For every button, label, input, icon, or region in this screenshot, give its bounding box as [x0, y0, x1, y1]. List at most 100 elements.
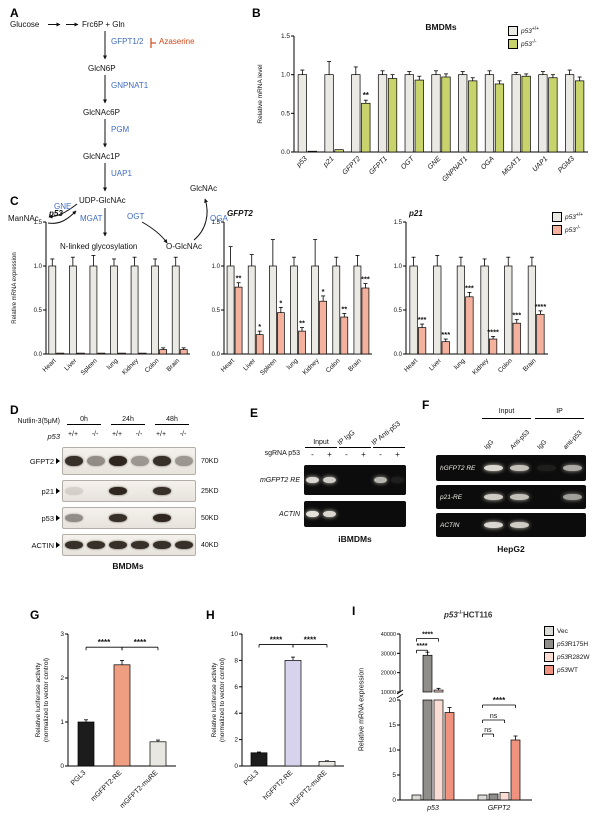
svg-text:**: ** — [299, 319, 305, 328]
svg-text:**: ** — [236, 274, 242, 283]
svg-text:ns: ns — [490, 713, 498, 720]
svg-text:****: **** — [417, 643, 428, 650]
svg-text:0.5: 0.5 — [212, 308, 221, 314]
legend-item-p53wt: p53WT — [544, 665, 590, 675]
group-ip-igg: IP IgG — [337, 418, 371, 448]
genotype-row: +/+ -/- +/+ -/- +/+ -/- — [67, 431, 187, 438]
svg-text:0.0: 0.0 — [281, 149, 290, 156]
svg-text:BMDMs: BMDMs — [425, 22, 456, 32]
node-glcnac1p: GlcNAc1P — [83, 152, 120, 161]
svg-text:MGAT1: MGAT1 — [501, 155, 523, 177]
svg-text:lung: lung — [106, 357, 120, 371]
svg-text:p53: p53 — [48, 209, 63, 218]
pathway-arrows — [47, 22, 209, 244]
group-ip: IP — [535, 408, 584, 419]
chart-hct116-upper: 10000 20000 30000 40000 **** **** — [381, 632, 444, 699]
gel-lanes — [480, 513, 586, 537]
svg-text:hGFPT2-RE: hGFPT2-RE — [262, 769, 294, 801]
sgrna-row: - + - + - + — [311, 450, 400, 459]
svg-text:Liver: Liver — [242, 357, 258, 373]
svg-text:GFPT2: GFPT2 — [488, 805, 511, 812]
svg-text:Relative luciferase activity: Relative luciferase activity — [35, 662, 42, 738]
gel-actin: ACTIN — [436, 513, 586, 537]
svg-text:2: 2 — [60, 675, 64, 682]
gel-label-actin: ACTIN — [440, 521, 460, 529]
cell-type-label-hepg2: HepG2 — [497, 544, 525, 554]
svg-text:20000: 20000 — [381, 671, 396, 677]
treatment-label: Nutlin-3(5μM) — [17, 418, 60, 425]
svg-text:****: **** — [304, 636, 317, 645]
gel-actin — [304, 501, 406, 527]
panel-d-westernblot: Nutlin-3(5μM) 0h 24h 48h p53 +/+ -/- +/+ -/- +… — [10, 416, 246, 571]
enzyme-oga: OGA — [210, 214, 228, 223]
marker-40kd: 40KD — [201, 541, 219, 549]
svg-text:p21: p21 — [408, 209, 423, 218]
chart-tissue-p53: 0.0 0.5 1.0 1.5 Heart Liver Spleen lung Kidney Co… — [12, 209, 190, 377]
svg-text:p53: p53 — [295, 155, 309, 169]
node-udp-glcnac: UDP-GlcNAc — [79, 196, 126, 205]
svg-text:10000: 10000 — [381, 690, 396, 696]
svg-text:Kidney: Kidney — [302, 357, 322, 377]
blot-row-p53: p53 50KD — [10, 507, 246, 529]
legend-item-vec: Vec — [544, 626, 590, 636]
svg-text:mGFPT2-muRE: mGFPT2-muRE — [119, 769, 160, 810]
chart-title-hct116: p53-/-HCT116 — [444, 610, 493, 620]
arrow-right-icon — [56, 458, 60, 464]
blot-label-gfpt2: GFPT2 — [10, 457, 62, 466]
svg-text:PGL3: PGL3 — [70, 769, 88, 787]
ip-group-header: Input IP — [480, 408, 586, 419]
svg-text:0.0: 0.0 — [34, 352, 43, 358]
svg-text:Liver: Liver — [63, 357, 79, 373]
svg-text:1.0: 1.0 — [212, 264, 221, 270]
svg-text:0: 0 — [234, 763, 238, 770]
svg-text:GFPT2: GFPT2 — [341, 155, 362, 176]
svg-text:p21: p21 — [322, 155, 336, 169]
svg-text:30000: 30000 — [381, 651, 396, 657]
legend-swatch-r175h — [544, 639, 554, 649]
panel-e-chip-gel: Input IP IgG IP Anti-p53 sgRNA p53 - + - + -… — [254, 418, 412, 544]
gel-label-mgfpt2-re: mGFPT2 RE — [259, 476, 300, 484]
svg-text:*: * — [322, 287, 325, 296]
antibody-lane-labels: IgG Anti-p53 IgG anti-p53 — [483, 428, 584, 451]
svg-text:Kidney: Kidney — [121, 357, 141, 377]
gel-p21-re: p21-RE — [436, 485, 586, 509]
svg-text:GNPNAT1: GNPNAT1 — [441, 155, 469, 183]
legend-panel-c: p53+/+ p53-/- — [552, 212, 583, 235]
gel-label-p21-re: p21-RE — [440, 493, 463, 501]
panel-label-h: H — [206, 608, 215, 622]
blot-label-p53: p53 — [10, 514, 62, 523]
svg-text:Liver: Liver — [428, 357, 444, 373]
svg-text:PGL3: PGL3 — [243, 769, 261, 787]
svg-text:8: 8 — [234, 657, 238, 664]
svg-text:10: 10 — [389, 747, 397, 754]
svg-text:20: 20 — [389, 697, 397, 704]
chart-hct116-lower: 0 5 10 15 20 p53 GFPT2 ns ns **** — [389, 696, 532, 812]
svg-text:5: 5 — [392, 772, 396, 779]
chart-tissue-gfpt2: 0.0 0.5 1.0 1.5 Heart Liver Spleen lung Kidney Co… — [212, 209, 372, 377]
arrow-right-icon — [56, 515, 60, 521]
svg-text:0: 0 — [60, 763, 64, 770]
svg-text:GFPT1: GFPT1 — [368, 155, 389, 176]
svg-text:2: 2 — [234, 737, 238, 744]
svg-text:****: **** — [535, 302, 547, 311]
group-ip-anti-p53: IP Anti-p53 — [371, 418, 405, 448]
legend-swatch-vec — [544, 626, 554, 636]
panel-f-chip-gel: Input IP IgG Anti-p53 IgG anti-p53 hGFPT2 R… — [428, 408, 594, 554]
svg-text:Relative luciferase activity: Relative luciferase activity — [211, 662, 218, 738]
node-mannac: ManNAc — [8, 214, 39, 223]
legend-item-p53-wt: p53+/+ — [508, 26, 539, 36]
svg-text:GFPT2: GFPT2 — [227, 209, 253, 218]
svg-text:***: *** — [512, 311, 521, 320]
chart-bmdms-mrna: 0.0 0.5 1.0 1.5 p53 p21 GFPT2 GFPT1 OGT GNEGNPNAT… — [257, 22, 588, 183]
marker-50kd: 50KD — [201, 514, 219, 522]
gel-label-hgfpt2-re: hGFPT2 RE — [440, 464, 476, 472]
blot-strip-p53 — [62, 507, 196, 529]
blot-row-actin: ACTIN 40KD — [10, 534, 246, 556]
svg-text:3: 3 — [60, 631, 64, 638]
panel-label-e: E — [250, 406, 259, 420]
svg-text:1.0: 1.0 — [34, 264, 43, 270]
svg-text:Relative mRNA expression: Relative mRNA expression — [12, 252, 18, 323]
svg-text:0.5: 0.5 — [394, 308, 403, 314]
